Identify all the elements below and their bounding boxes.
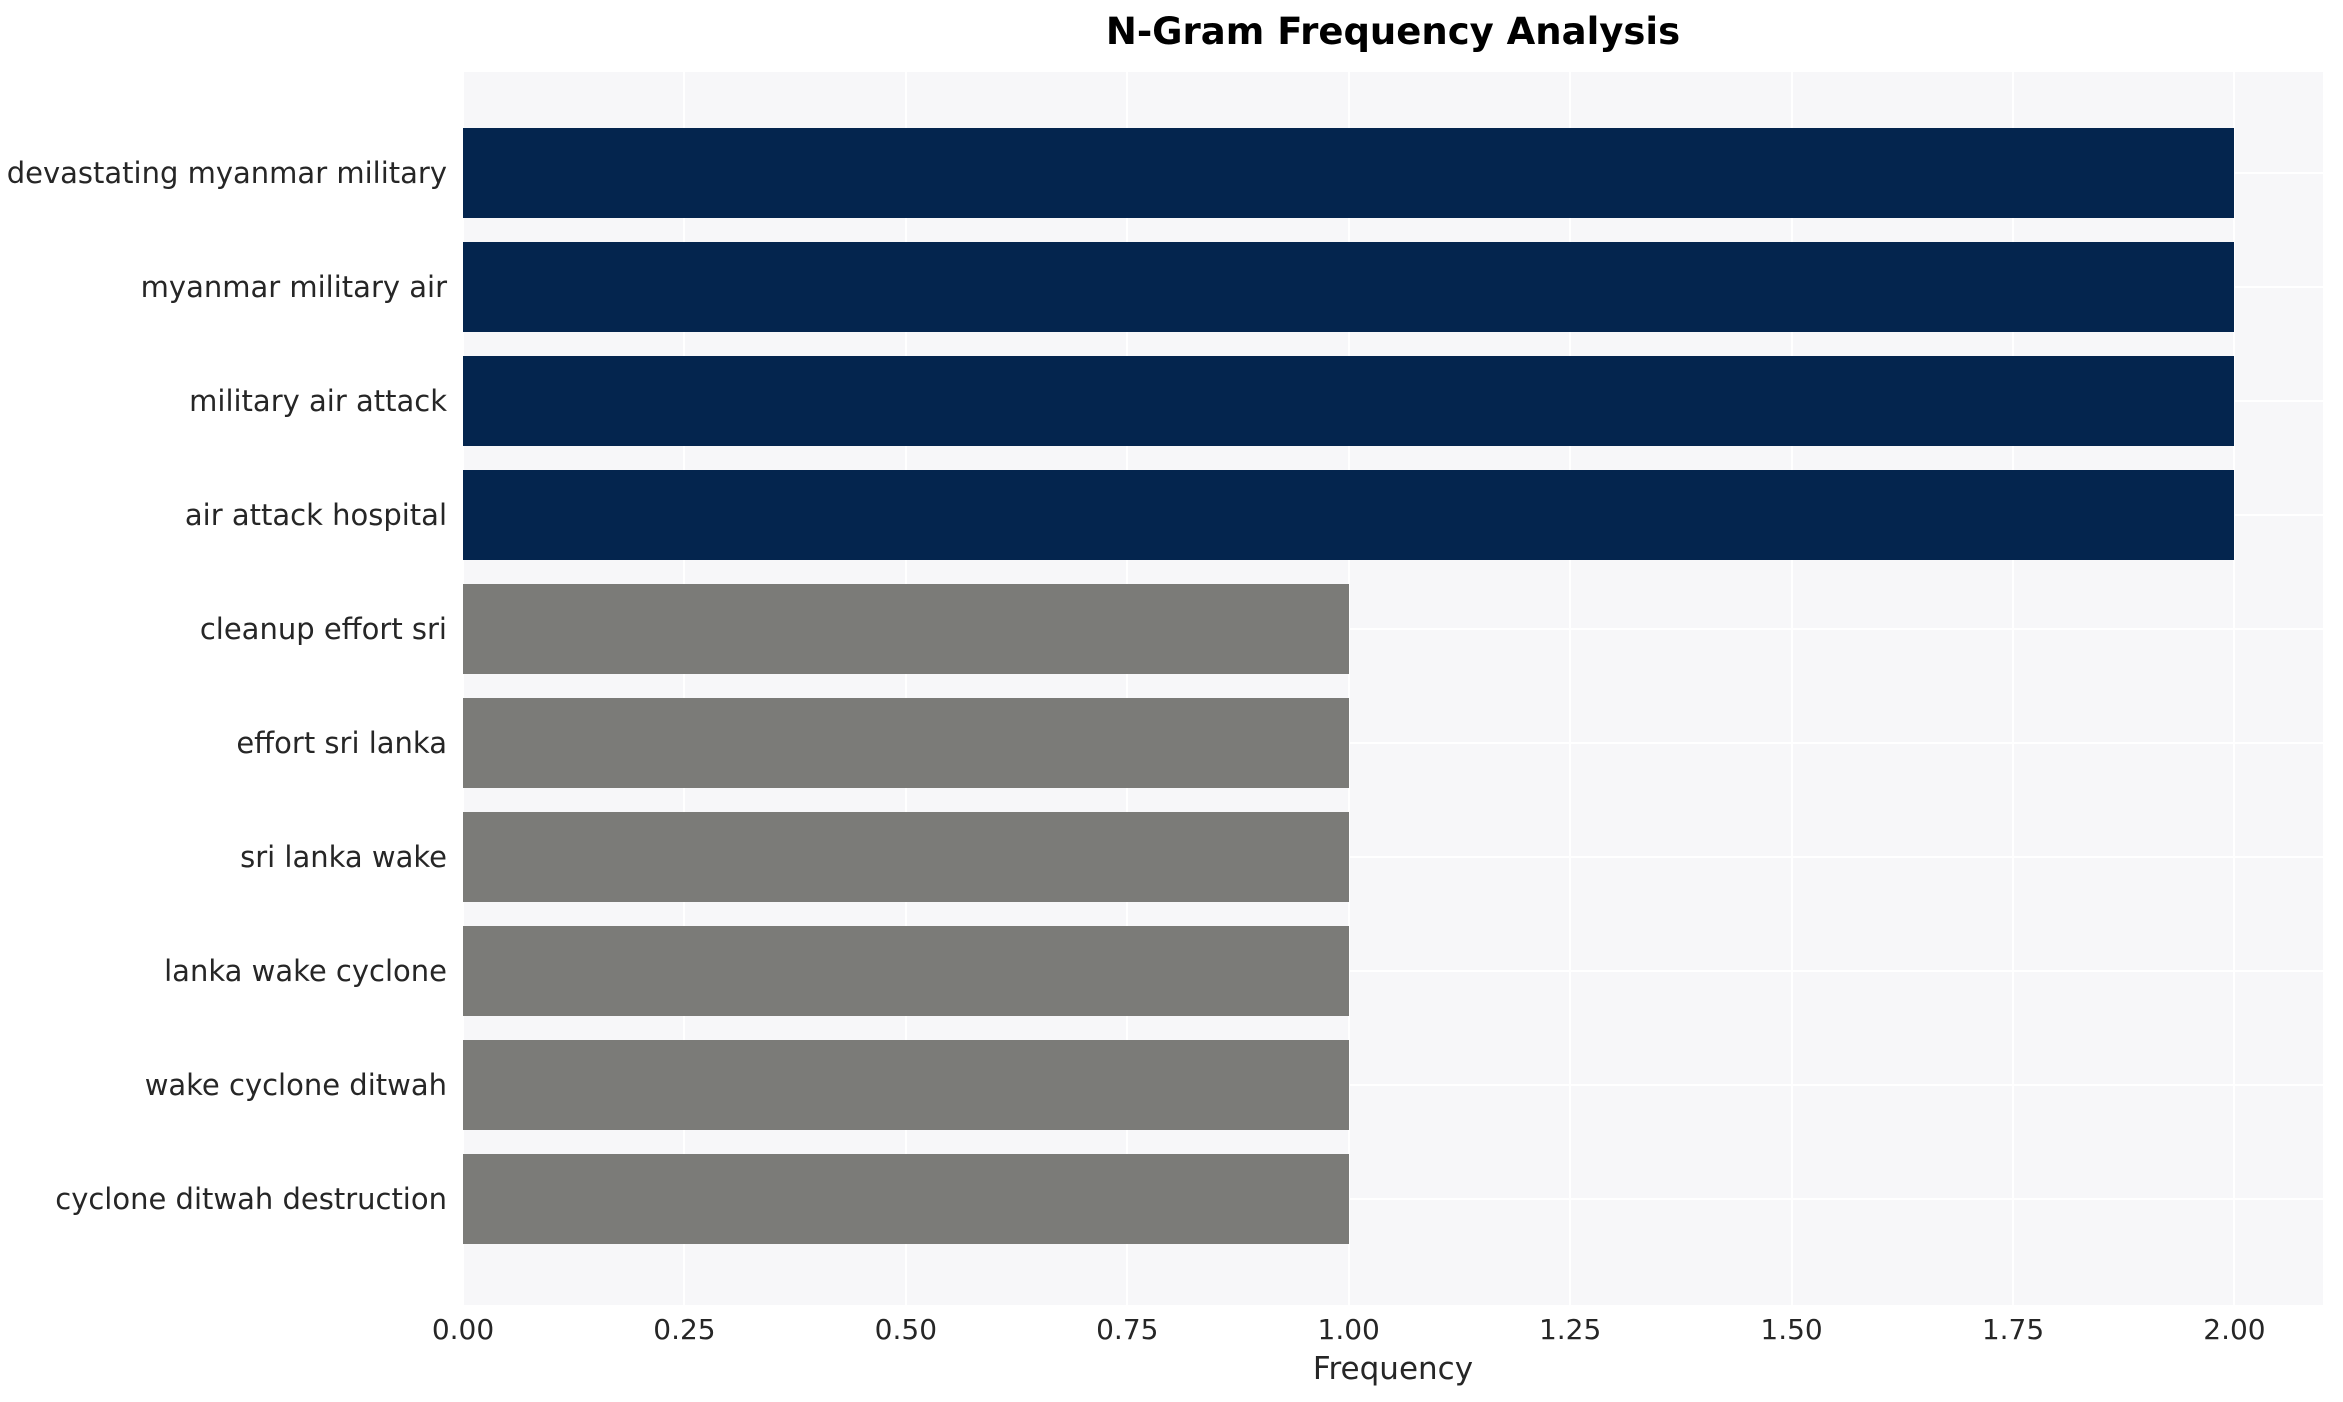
y-gridline [463,1198,2323,1200]
y-gridline [463,1084,2323,1086]
x-gridline [904,72,907,1305]
y-tick-label: military air attack [189,384,447,418]
x-gridline [1569,72,1572,1305]
x-tick-label: 1.25 [1538,1313,1602,1346]
y-tick-label: air attack hospital [184,498,447,532]
y-tick-label: myanmar military air [140,270,447,304]
bar-cleanup-effort-sri [463,584,1349,674]
x-tick-label: 0.00 [431,1313,495,1346]
y-tick-label: effort sri lanka [236,726,447,760]
x-tick-label: 0.25 [653,1313,716,1346]
x-gridline [1347,72,1350,1305]
y-gridline [463,742,2323,744]
y-tick-label: sri lanka wake [240,840,447,874]
x-tick-label: 1.00 [1317,1313,1380,1346]
bar-air-attack-hospital [463,470,2235,560]
x-tick-label: 0.50 [874,1313,938,1346]
x-tick-label: 1.50 [1760,1313,1823,1346]
chart-title: N-Gram Frequency Analysis [1105,10,1681,53]
x-axis-label: Frequency [1312,1351,1474,1387]
x-gridline [2233,72,2236,1305]
y-gridline [463,970,2323,972]
bar-devastating-myanmar-military [463,128,2235,218]
x-tick-label: 1.75 [1981,1313,2045,1346]
x-gridline [683,72,686,1305]
x-tick-label: 0.75 [1096,1313,1159,1346]
x-tick-label: 2.00 [2203,1313,2266,1346]
y-tick-label: wake cyclone ditwah [144,1068,447,1102]
x-gridline [2012,72,2014,1305]
y-tick-label: cleanup effort sri [199,612,447,646]
y-gridline [463,856,2323,858]
y-tick-label: devastating myanmar military [6,156,447,190]
bar-cyclone-ditwah-destruction [463,1154,1349,1244]
bar-lanka-wake-cyclone [463,926,1349,1016]
plot-area [462,72,2323,1305]
y-gridline [463,628,2323,630]
bar-myanmar-military-air [463,242,2235,332]
bar-sri-lanka-wake [463,812,1349,902]
y-tick-label: lanka wake cyclone [164,954,447,988]
x-gridline [462,72,464,1305]
bar-effort-sri-lanka [463,698,1349,788]
x-gridline [1126,72,1129,1305]
x-gridline [1790,72,1793,1305]
bar-military-air-attack [463,356,2235,446]
bar-wake-cyclone-ditwah [463,1040,1349,1130]
y-tick-label: cyclone ditwah destruction [55,1182,447,1216]
